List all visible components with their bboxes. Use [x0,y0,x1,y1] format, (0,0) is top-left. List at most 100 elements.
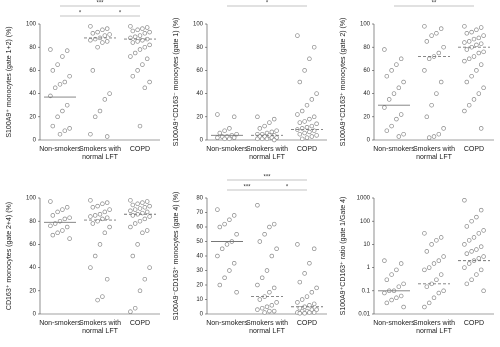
data-point [60,228,65,233]
data-point [471,36,477,42]
y-tick-label: 100 [26,196,37,202]
data-point [311,246,317,252]
data-point [97,108,103,114]
data-point [264,268,270,273]
data-point [67,236,72,241]
data-point [474,27,479,33]
data-point [62,216,68,222]
data-point [267,120,272,125]
data-point [398,112,404,117]
data-point [304,135,310,140]
data-point [478,41,484,46]
data-point [299,297,305,302]
data-point [389,272,394,277]
significance-label: ** [432,1,437,7]
data-point [311,310,317,315]
data-point [231,261,237,266]
data-point [90,205,96,210]
data-point [476,231,482,236]
data-point [128,309,133,314]
data-point [462,242,467,247]
data-point [396,134,402,139]
data-point [128,198,133,203]
data-point [422,267,427,273]
data-point [267,224,272,230]
data-point [90,221,96,226]
data-point [100,201,105,207]
data-point [271,221,277,227]
data-point [476,35,482,41]
data-point [389,123,394,129]
data-point [436,131,442,137]
data-point [398,56,404,62]
data-point [144,228,150,233]
data-point [67,73,72,79]
data-point [422,68,427,73]
x-tick-label: COPD [129,320,151,327]
data-point [102,230,108,236]
significance-label: *** [243,185,251,191]
data-point [462,24,467,29]
data-point [297,79,303,85]
data-point [135,68,140,73]
y-tick-label: 20 [29,288,36,294]
y-axis-label: S100A9⁻CD163⁺ monocytes (gate 4) (%) [173,192,180,321]
data-point [144,56,150,62]
data-point [271,285,277,291]
data-point [441,288,446,294]
data-point [102,33,108,38]
x-tick-label: COPD [463,320,485,327]
data-point [48,47,53,52]
data-point [471,54,477,59]
x-tick-label: Smokers with normal LFT [78,146,121,161]
y-axis-label: S100A9⁺CD163⁻ monocytes (gate 1) (%) [173,18,180,147]
data-point [269,253,275,259]
data-point [299,136,305,142]
data-point [130,202,136,208]
data-point [135,27,140,33]
data-point [304,124,310,130]
data-point [478,62,484,67]
data-point [429,242,434,247]
data-point [107,32,112,37]
data-point [382,290,387,296]
data-point [60,54,65,59]
x-tick-label: Non-smokers [39,320,81,327]
data-point [309,123,315,129]
data-point [462,58,467,64]
data-point [147,265,152,270]
data-point [267,308,272,314]
data-point [295,300,300,305]
data-point [217,224,223,230]
data-point [396,284,402,289]
y-tick-label: 60 [196,68,203,74]
data-point [481,254,486,259]
data-point [309,290,315,295]
data-point [50,68,56,73]
data-point [147,42,152,48]
data-point [67,126,72,131]
data-point [107,224,112,230]
data-point [140,26,145,31]
data-point [307,129,312,135]
data-point [130,28,136,34]
data-point [135,242,140,247]
data-point [92,253,98,259]
data-point [469,73,474,79]
data-point [269,303,275,308]
y-tick-label: 40 [196,91,203,97]
data-point [478,267,484,273]
data-point [95,44,100,50]
data-point [224,242,230,247]
data-point [257,126,263,131]
data-point [222,136,227,142]
data-point [88,214,93,219]
data-point [426,265,432,270]
data-point [384,277,390,282]
data-point [234,232,239,237]
data-point [271,308,277,314]
data-point [401,304,406,310]
data-point [140,200,145,205]
data-point [222,128,227,133]
data-point [481,33,486,38]
